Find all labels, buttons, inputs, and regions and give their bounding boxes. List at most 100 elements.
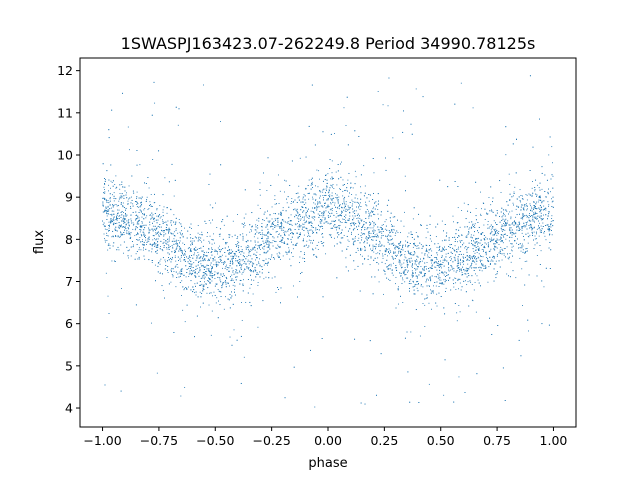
data-point xyxy=(108,190,109,192)
data-point xyxy=(213,291,215,293)
data-point xyxy=(238,270,240,272)
data-point xyxy=(237,236,239,238)
data-point xyxy=(531,220,533,222)
data-point xyxy=(237,243,239,244)
data-point xyxy=(121,195,123,197)
data-point xyxy=(383,293,384,295)
data-point xyxy=(379,242,381,244)
data-point xyxy=(278,246,280,247)
data-point xyxy=(459,270,460,272)
data-point xyxy=(312,217,314,219)
data-point xyxy=(159,260,161,262)
data-point xyxy=(443,394,445,396)
data-point xyxy=(383,269,385,271)
data-point xyxy=(350,187,351,189)
data-point xyxy=(238,249,240,251)
data-point xyxy=(489,226,491,227)
data-point xyxy=(215,250,217,252)
data-point xyxy=(117,246,119,248)
data-point xyxy=(261,236,263,238)
data-point xyxy=(327,173,329,175)
data-point xyxy=(509,211,511,213)
data-point xyxy=(168,181,170,183)
data-point xyxy=(140,226,142,227)
data-point xyxy=(181,295,182,296)
data-point xyxy=(329,187,331,189)
data-point xyxy=(344,189,346,191)
data-point xyxy=(267,250,269,252)
data-point xyxy=(106,200,108,202)
data-point xyxy=(112,223,114,225)
data-point xyxy=(548,215,550,217)
data-point xyxy=(453,221,454,223)
data-point xyxy=(510,243,512,245)
data-point xyxy=(181,269,183,271)
data-point xyxy=(208,277,209,279)
data-point xyxy=(528,274,530,276)
data-point xyxy=(168,244,170,246)
data-point xyxy=(401,266,403,268)
data-point xyxy=(446,260,448,262)
data-point xyxy=(279,253,281,255)
data-point xyxy=(369,244,371,246)
data-point xyxy=(132,228,134,230)
data-point xyxy=(222,273,224,275)
data-point xyxy=(171,267,173,269)
data-point xyxy=(539,118,540,120)
data-point xyxy=(206,270,208,272)
data-point xyxy=(519,189,521,191)
data-point xyxy=(303,238,304,240)
data-point xyxy=(117,212,119,214)
data-point xyxy=(281,242,283,243)
data-point xyxy=(412,254,414,256)
data-point xyxy=(156,215,158,217)
data-point xyxy=(345,226,347,228)
data-point xyxy=(386,204,388,206)
data-point xyxy=(164,177,166,179)
data-point xyxy=(259,248,261,250)
data-point xyxy=(383,270,385,272)
data-point xyxy=(194,292,195,294)
data-point xyxy=(280,229,282,231)
data-point xyxy=(527,232,529,234)
data-point xyxy=(225,296,226,298)
data-point xyxy=(296,210,298,212)
data-point xyxy=(515,235,516,237)
data-point xyxy=(509,224,511,226)
data-point xyxy=(181,234,183,236)
data-point xyxy=(526,199,528,201)
data-point xyxy=(388,199,390,201)
data-point xyxy=(497,239,499,241)
data-point xyxy=(258,246,260,248)
data-point xyxy=(496,255,498,257)
data-point xyxy=(222,267,223,269)
data-point xyxy=(136,198,138,200)
data-point xyxy=(189,270,191,272)
data-point xyxy=(521,198,523,199)
data-point xyxy=(354,338,356,340)
data-point xyxy=(406,262,408,264)
data-point xyxy=(180,273,181,275)
data-point xyxy=(254,268,256,270)
data-point xyxy=(475,237,477,239)
data-point xyxy=(467,281,469,283)
data-point xyxy=(470,281,472,283)
data-point xyxy=(475,267,476,269)
data-point xyxy=(396,254,398,256)
data-point xyxy=(285,210,287,212)
data-point xyxy=(135,253,137,255)
data-point xyxy=(488,244,490,246)
data-point xyxy=(417,283,419,285)
data-point xyxy=(457,261,459,263)
data-point xyxy=(279,241,281,242)
data-point xyxy=(273,237,275,239)
data-point xyxy=(237,240,239,242)
data-point xyxy=(142,249,144,251)
data-point xyxy=(322,227,324,229)
data-point xyxy=(378,263,380,265)
data-point xyxy=(104,239,106,241)
data-point xyxy=(542,222,544,224)
data-point xyxy=(167,238,168,240)
data-point xyxy=(416,281,418,283)
data-point xyxy=(439,248,440,250)
